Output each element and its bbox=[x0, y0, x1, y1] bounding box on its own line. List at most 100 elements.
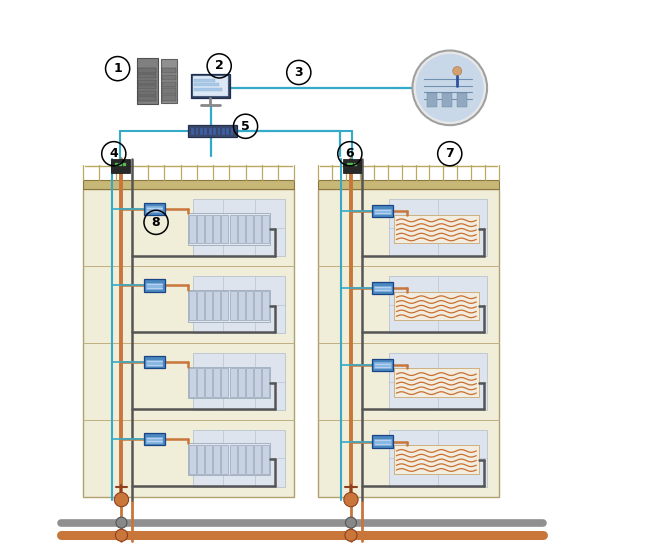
Bar bbox=[226, 128, 229, 135]
Bar bbox=[144, 279, 165, 292]
Bar bbox=[111, 159, 129, 173]
Bar bbox=[246, 445, 253, 474]
Bar bbox=[200, 128, 203, 135]
Circle shape bbox=[115, 492, 129, 507]
Circle shape bbox=[412, 51, 487, 125]
Bar bbox=[214, 368, 220, 397]
Bar bbox=[193, 276, 285, 333]
Bar bbox=[138, 69, 156, 72]
Bar bbox=[137, 58, 158, 104]
Text: 4: 4 bbox=[109, 147, 118, 160]
Bar bbox=[194, 83, 219, 86]
Bar bbox=[205, 215, 212, 243]
Circle shape bbox=[344, 492, 358, 507]
Bar bbox=[231, 128, 234, 135]
Bar bbox=[204, 128, 207, 135]
Bar bbox=[246, 292, 253, 320]
Bar bbox=[146, 283, 163, 290]
Circle shape bbox=[345, 529, 357, 541]
Bar bbox=[194, 88, 222, 91]
Bar bbox=[246, 368, 253, 397]
Text: 6: 6 bbox=[345, 147, 354, 160]
Bar bbox=[138, 80, 156, 84]
Text: 8: 8 bbox=[152, 216, 160, 229]
Bar bbox=[389, 353, 487, 410]
Bar bbox=[318, 180, 499, 189]
Bar bbox=[162, 96, 177, 100]
Circle shape bbox=[116, 517, 127, 528]
Bar bbox=[83, 180, 294, 189]
Bar bbox=[197, 368, 204, 397]
Bar bbox=[457, 93, 466, 107]
Bar bbox=[262, 368, 269, 397]
Bar bbox=[428, 93, 437, 107]
Bar bbox=[389, 430, 487, 487]
Bar bbox=[394, 215, 479, 243]
Bar bbox=[254, 445, 261, 474]
Bar bbox=[254, 215, 261, 243]
Bar bbox=[193, 353, 285, 410]
Bar bbox=[138, 97, 156, 100]
Bar bbox=[221, 445, 228, 474]
Bar bbox=[373, 435, 393, 447]
Bar bbox=[189, 445, 196, 474]
Bar bbox=[222, 128, 225, 135]
Bar bbox=[389, 199, 487, 256]
Bar bbox=[188, 367, 270, 399]
Bar bbox=[197, 292, 204, 320]
Bar bbox=[221, 368, 228, 397]
Bar bbox=[209, 128, 212, 135]
Bar bbox=[443, 93, 452, 107]
Bar bbox=[197, 215, 204, 243]
Bar bbox=[374, 209, 391, 215]
Bar bbox=[162, 68, 177, 74]
Bar bbox=[197, 445, 204, 474]
Bar bbox=[374, 362, 391, 369]
Bar bbox=[230, 292, 237, 320]
Bar bbox=[262, 215, 269, 243]
Bar bbox=[394, 292, 479, 320]
Bar bbox=[144, 433, 165, 445]
Bar bbox=[194, 79, 215, 82]
Circle shape bbox=[453, 66, 462, 76]
Bar bbox=[221, 215, 228, 243]
Bar bbox=[138, 85, 156, 89]
Bar bbox=[373, 282, 393, 294]
Bar bbox=[217, 128, 220, 135]
Bar bbox=[193, 430, 285, 487]
Bar bbox=[214, 215, 220, 243]
Text: 1: 1 bbox=[113, 62, 122, 75]
Bar bbox=[188, 290, 270, 322]
Bar bbox=[144, 356, 165, 368]
Bar bbox=[205, 445, 212, 474]
Bar bbox=[374, 285, 391, 292]
Bar bbox=[193, 199, 285, 256]
Bar bbox=[138, 91, 156, 95]
Bar bbox=[189, 292, 196, 320]
Bar bbox=[189, 215, 196, 243]
Circle shape bbox=[345, 517, 356, 528]
Bar bbox=[254, 368, 261, 397]
Bar bbox=[230, 215, 237, 243]
Bar bbox=[195, 128, 199, 135]
Text: 5: 5 bbox=[241, 120, 250, 133]
Bar bbox=[230, 445, 237, 474]
Bar bbox=[214, 445, 220, 474]
Bar bbox=[192, 128, 194, 135]
Bar bbox=[262, 292, 269, 320]
Bar bbox=[254, 292, 261, 320]
Bar bbox=[162, 88, 177, 94]
Bar bbox=[343, 159, 362, 173]
Circle shape bbox=[115, 529, 127, 541]
Bar bbox=[237, 292, 245, 320]
Bar bbox=[193, 76, 228, 96]
Text: 3: 3 bbox=[294, 66, 303, 79]
Bar bbox=[188, 213, 270, 245]
Bar bbox=[146, 437, 163, 444]
Bar bbox=[162, 75, 177, 80]
Bar bbox=[161, 59, 177, 103]
Bar bbox=[389, 276, 487, 333]
Bar bbox=[373, 205, 393, 217]
Bar bbox=[318, 189, 499, 497]
Bar bbox=[162, 82, 177, 87]
